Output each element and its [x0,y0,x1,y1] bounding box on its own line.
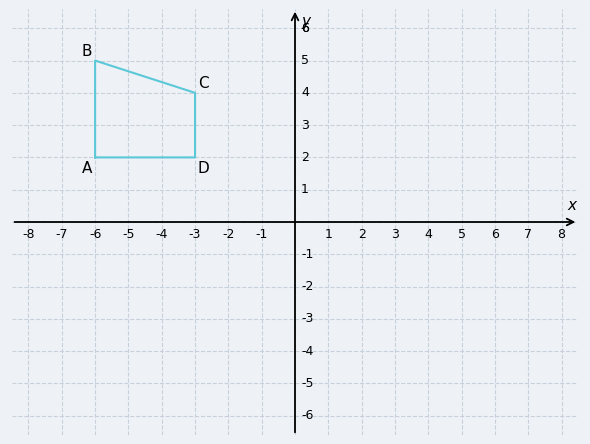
Text: -2: -2 [301,280,313,293]
Text: 4: 4 [424,228,432,241]
Text: 6: 6 [301,22,309,35]
Text: -6: -6 [89,228,101,241]
Text: -6: -6 [301,409,313,422]
Text: D: D [198,161,209,176]
Text: 6: 6 [301,22,309,35]
Text: 8: 8 [558,228,566,241]
Text: 5: 5 [301,54,309,67]
Text: -3: -3 [189,228,201,241]
Text: A: A [81,161,92,176]
Text: 6: 6 [491,228,499,241]
Text: 2: 2 [301,151,309,164]
Text: -1: -1 [301,248,313,261]
Text: C: C [198,76,209,91]
Text: -7: -7 [55,228,68,241]
Text: 3: 3 [391,228,399,241]
Text: -3: -3 [301,313,313,325]
Text: -5: -5 [122,228,135,241]
Text: B: B [81,44,92,59]
Text: -5: -5 [301,377,313,390]
Text: -4: -4 [156,228,168,241]
Text: 3: 3 [301,119,309,131]
Text: -2: -2 [222,228,235,241]
Text: y: y [301,14,310,29]
Text: -8: -8 [22,228,35,241]
Text: -1: -1 [255,228,268,241]
Text: 1: 1 [324,228,332,241]
Text: 4: 4 [301,86,309,99]
Text: 2: 2 [358,228,366,241]
Text: 7: 7 [525,228,532,241]
Text: 5: 5 [458,228,466,241]
Text: x: x [568,198,576,213]
Text: -4: -4 [301,345,313,358]
Text: 1: 1 [301,183,309,196]
